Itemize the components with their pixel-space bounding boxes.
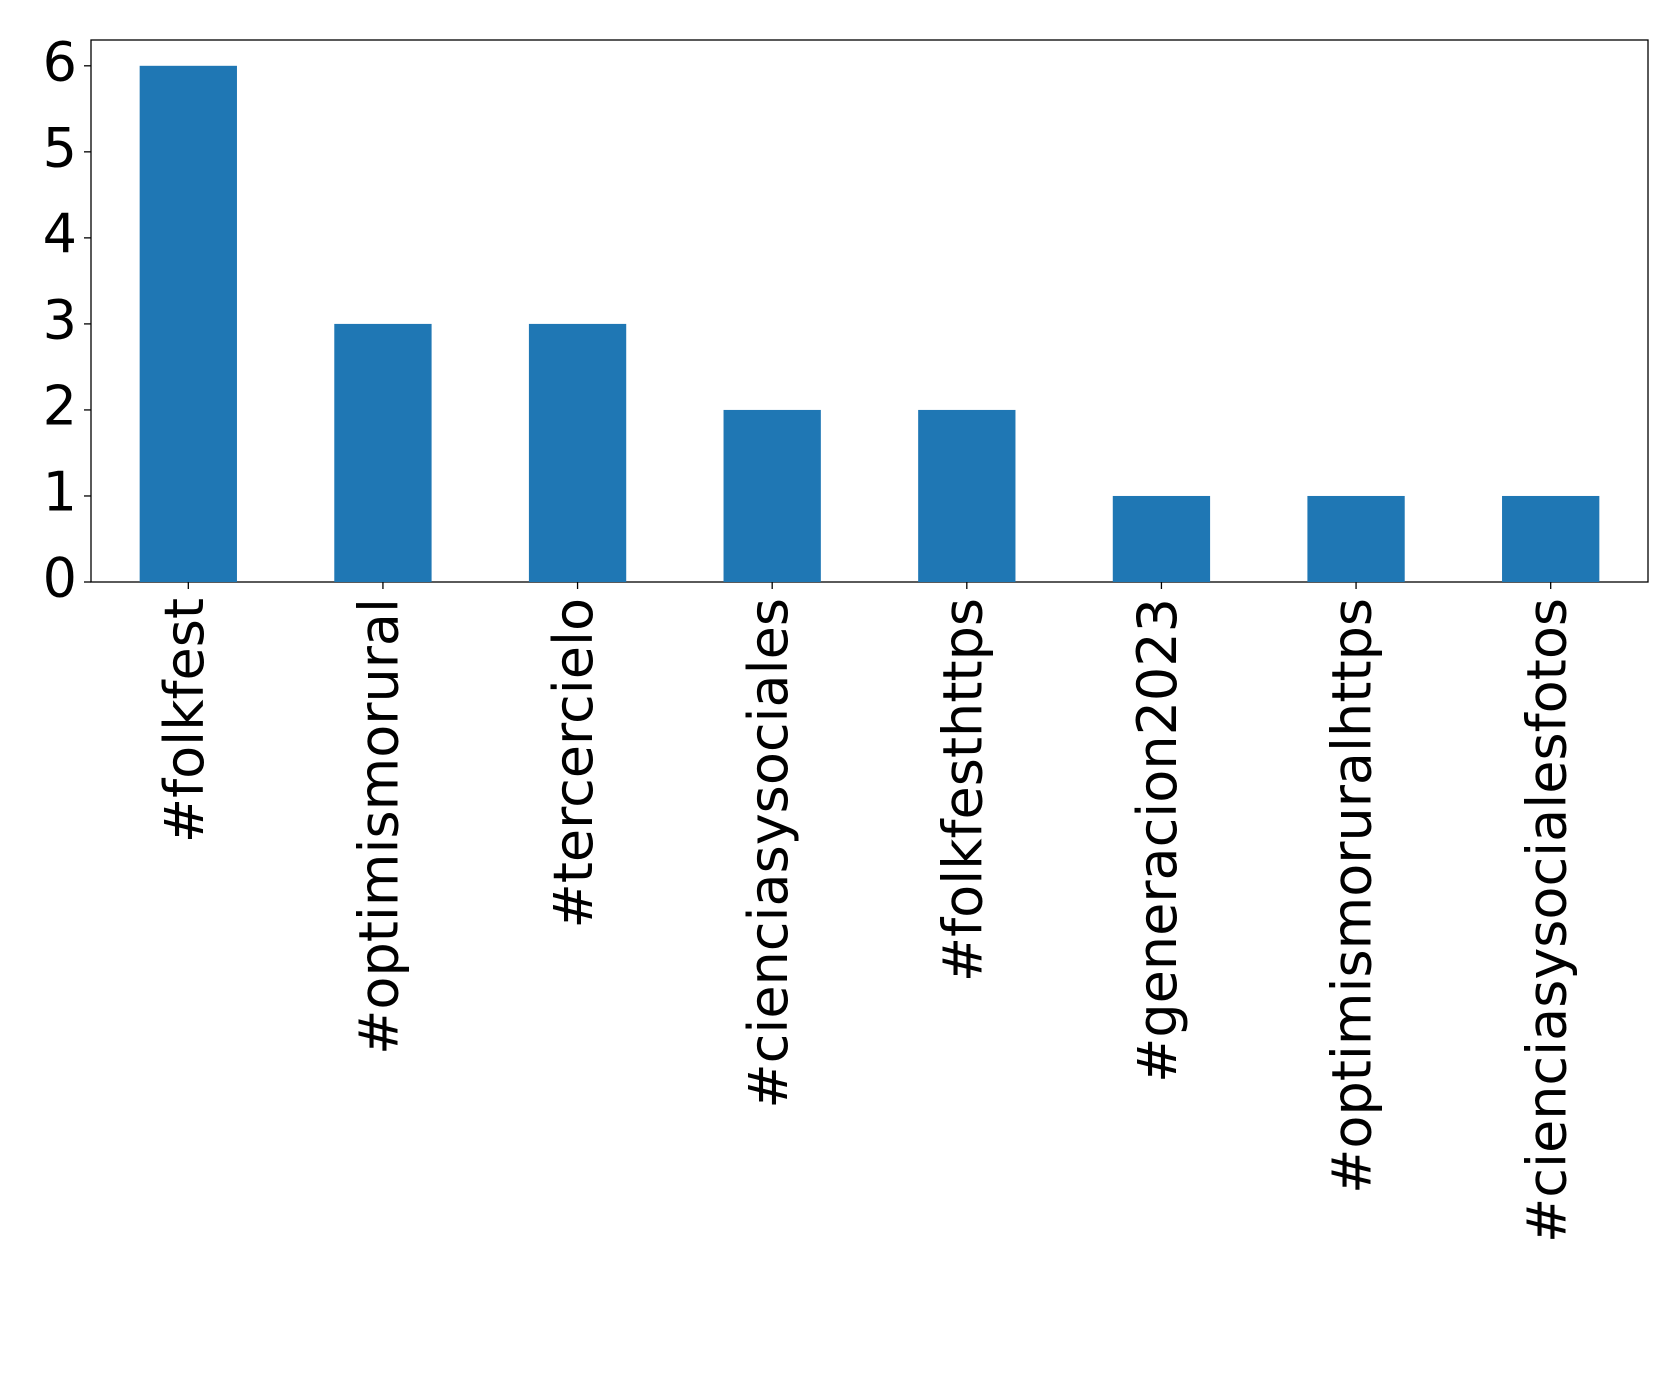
x-tick-label: #cienciasysociales bbox=[737, 598, 800, 1109]
bar bbox=[918, 409, 1016, 582]
plot-frame bbox=[90, 39, 1649, 583]
y-tick-label: 5 bbox=[43, 116, 77, 179]
y-tick-label: 3 bbox=[43, 289, 77, 352]
bar bbox=[334, 323, 432, 582]
bar bbox=[723, 409, 821, 582]
x-tick-label: #folkfesthttps bbox=[931, 598, 994, 982]
x-tick-label: #generacion2023 bbox=[1126, 598, 1189, 1083]
y-tick-label: 0 bbox=[43, 547, 77, 610]
y-tick-label: 4 bbox=[43, 203, 77, 266]
x-tick-label: #tercercielo bbox=[542, 598, 605, 929]
bar bbox=[1502, 495, 1600, 582]
x-tick-label: #cienciasysocialesfotos bbox=[1515, 598, 1578, 1243]
x-tick-label: #optimismorural bbox=[348, 598, 411, 1055]
y-tick-label: 1 bbox=[43, 461, 77, 524]
x-tick-label: #folkfest bbox=[153, 598, 216, 843]
bar bbox=[1307, 495, 1405, 582]
y-tick-label: 2 bbox=[43, 375, 77, 438]
bar bbox=[139, 65, 237, 583]
y-tick-label: 6 bbox=[43, 30, 77, 93]
bar bbox=[1112, 495, 1211, 582]
x-tick-label: #optimismoruralhttps bbox=[1321, 598, 1384, 1194]
bar bbox=[528, 323, 627, 582]
